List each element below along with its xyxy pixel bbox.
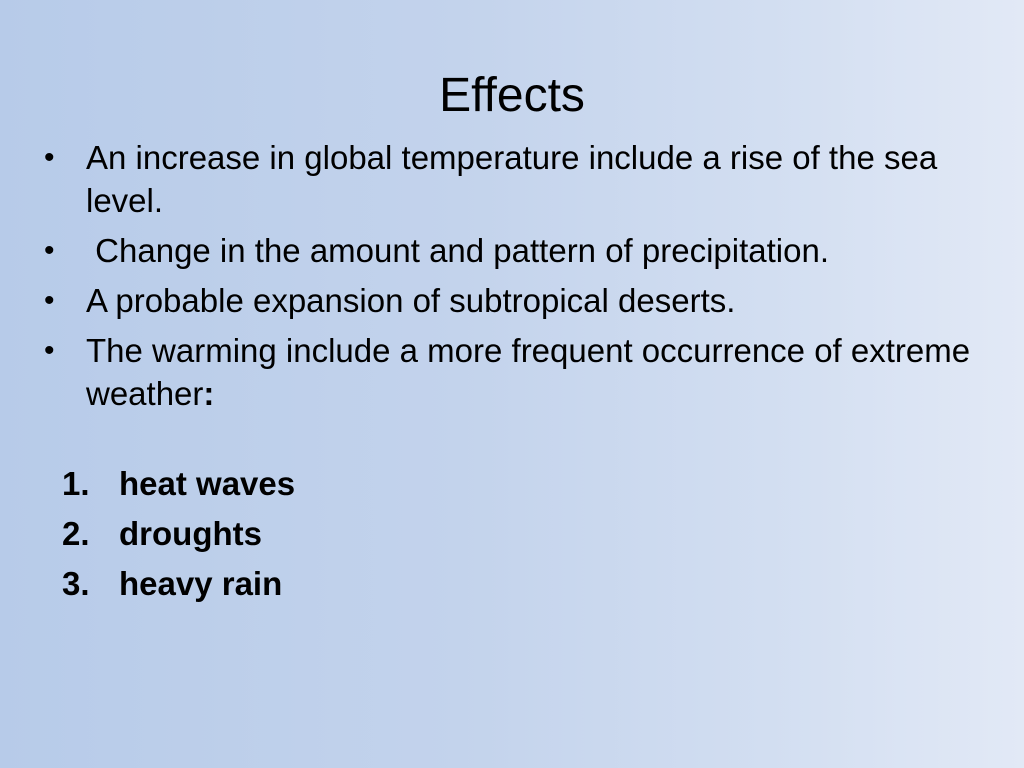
bullet-icon: •	[44, 141, 55, 174]
bullet-icon: •	[44, 334, 55, 367]
bullet-icon: •	[44, 234, 55, 267]
numbered-list: 1. heat waves 2. droughts 3. heavy rain	[62, 462, 295, 612]
bullet-text: The warming include a more frequent occu…	[86, 332, 971, 412]
numbered-item: 1. heat waves	[62, 462, 295, 505]
item-text: droughts	[119, 515, 262, 552]
bullet-suffix: :	[203, 375, 215, 412]
slide-title: Effects	[439, 69, 585, 122]
bullet-item: • An increase in global temperature incl…	[44, 136, 974, 222]
item-number: 3.	[62, 565, 90, 602]
bullet-item: • A probable expansion of subtropical de…	[44, 279, 974, 322]
bullet-text: Change in the amount and pattern of prec…	[86, 232, 830, 269]
bullet-text: A probable expansion of subtropical dese…	[86, 282, 736, 319]
bullet-icon: •	[44, 284, 55, 317]
bullet-text: An increase in global temperature includ…	[86, 139, 938, 219]
bullet-item: • The warming include a more frequent oc…	[44, 329, 974, 415]
item-number: 2.	[62, 515, 90, 552]
item-text: heavy rain	[119, 565, 283, 602]
item-number: 1.	[62, 465, 90, 502]
bullet-item: • Change in the amount and pattern of pr…	[44, 229, 974, 272]
numbered-item: 2. droughts	[62, 512, 295, 555]
bullet-list: • An increase in global temperature incl…	[44, 136, 974, 422]
item-text: heat waves	[119, 465, 296, 502]
numbered-item: 3. heavy rain	[62, 562, 295, 605]
